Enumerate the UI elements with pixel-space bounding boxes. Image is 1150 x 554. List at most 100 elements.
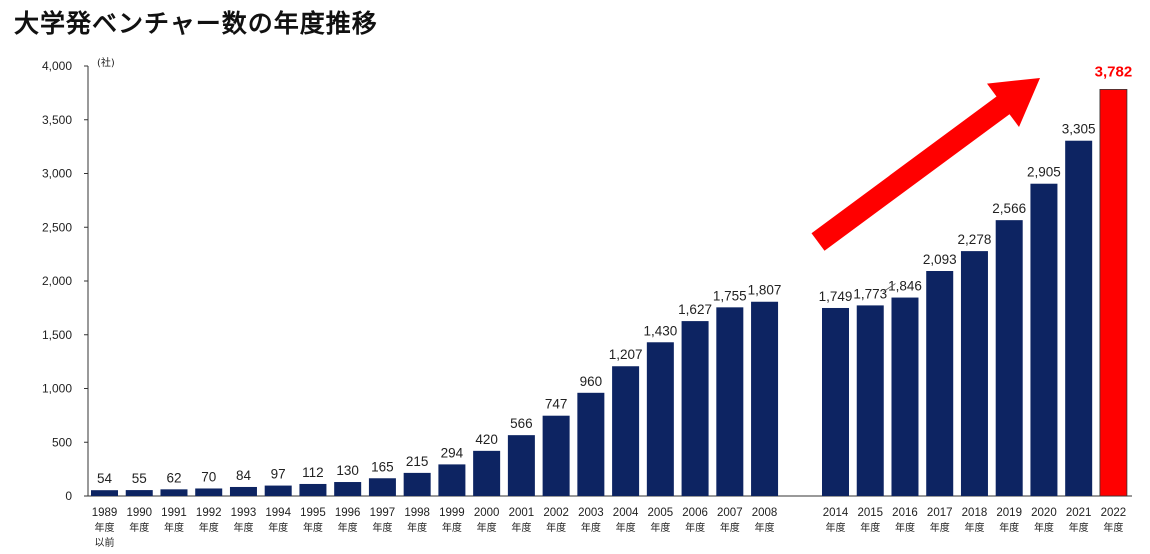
data-label: 1,430 <box>643 323 677 338</box>
x-category-suffix: 年度 <box>407 521 427 534</box>
x-category-suffix: 年度 <box>720 521 740 534</box>
x-category-label: 2006 <box>682 507 708 519</box>
x-category-suffix: 年度 <box>1034 521 1054 534</box>
y-unit-label: (社) <box>97 56 115 69</box>
x-category-label: 1993 <box>231 507 257 519</box>
bar <box>995 220 1023 496</box>
x-category-label: 1998 <box>404 507 430 519</box>
x-category-suffix: 年度 <box>895 521 915 534</box>
x-category-suffix: 年度 <box>233 521 253 534</box>
x-category-suffix: 年度 <box>546 521 566 534</box>
data-label: 960 <box>580 374 603 389</box>
y-tick-label: 2,000 <box>42 274 72 288</box>
chart-title: 大学発ベンチャー数の年度推移 <box>14 9 378 38</box>
x-category-suffix: 年度 <box>338 521 358 534</box>
x-category-suffix: 年度 <box>442 521 462 534</box>
data-label: 294 <box>441 445 464 460</box>
bar <box>891 297 919 496</box>
x-category-label: 2015 <box>857 507 883 519</box>
bar <box>856 305 884 496</box>
data-label: 2,905 <box>1027 165 1061 180</box>
data-label: 1,207 <box>609 347 643 362</box>
x-category-suffix: 年度 <box>164 521 184 534</box>
x-category-suffix: 年度 <box>511 521 531 534</box>
label-leader-line <box>883 283 896 292</box>
up-arrow-icon <box>811 78 1040 251</box>
x-category-suffix: 年度 <box>860 521 880 534</box>
y-tick-label: 1,500 <box>42 328 72 342</box>
x-category-label: 2005 <box>648 507 674 519</box>
bar <box>716 307 744 496</box>
data-label: 1,773 <box>853 286 887 301</box>
x-category-label: 2014 <box>823 507 849 519</box>
bar <box>960 251 988 496</box>
x-category-suffix: 年度 <box>999 521 1019 534</box>
x-category-suffix: 年度 <box>826 521 846 534</box>
data-label: 3,782 <box>1095 63 1133 80</box>
bar <box>473 450 501 496</box>
x-category-suffix: 年度 <box>372 521 392 534</box>
data-label: 1,846 <box>888 279 922 294</box>
data-label: 3,305 <box>1062 122 1096 137</box>
x-category-label: 2017 <box>927 507 953 519</box>
growth-arrow <box>811 78 1040 251</box>
bar <box>822 307 849 496</box>
data-label: 84 <box>236 468 252 483</box>
x-category-label: 2003 <box>578 507 604 519</box>
data-label: 54 <box>97 471 113 486</box>
data-label: 70 <box>201 469 216 484</box>
x-category-suffix: 年度 <box>95 521 115 534</box>
x-category-label: 2018 <box>962 507 988 519</box>
y-tick-label: 3,500 <box>42 113 72 127</box>
x-category-suffix: 年度 <box>129 521 149 534</box>
data-label: 566 <box>510 416 533 431</box>
bar <box>542 415 570 496</box>
x-category-label: 2016 <box>892 507 918 519</box>
data-label: 2,093 <box>923 252 957 267</box>
x-category-label: 2002 <box>543 507 569 519</box>
data-label: 2,278 <box>958 232 992 247</box>
x-category-label: 2008 <box>752 507 778 519</box>
data-label: 2,566 <box>992 201 1026 216</box>
bar <box>438 464 466 496</box>
x-category-label: 1994 <box>265 507 291 519</box>
bar <box>368 478 396 496</box>
bar <box>195 488 223 496</box>
x-category-suffix: 以前 <box>95 536 115 549</box>
x-category-label: 1999 <box>439 507 465 519</box>
x-category-suffix: 年度 <box>477 521 497 534</box>
x-category-label: 2001 <box>509 507 535 519</box>
data-label: 1,627 <box>678 302 712 317</box>
x-category-label: 2007 <box>717 507 743 519</box>
bar <box>577 392 605 496</box>
bar <box>507 435 535 496</box>
data-labels: 54 55 62 70 84 97 112 130 165 215 294 420 566 747 960 1… <box>97 63 1132 486</box>
x-category-suffix: 年度 <box>650 521 670 534</box>
x-category-label: 1990 <box>126 507 152 519</box>
x-category-label: 1992 <box>196 507 222 519</box>
x-category-label: 2022 <box>1101 507 1127 519</box>
x-category-suffix: 年度 <box>964 521 984 534</box>
x-category-label: 1989 <box>92 507 118 519</box>
bar <box>229 486 257 496</box>
bar <box>1030 183 1058 496</box>
x-category-label: 2021 <box>1066 507 1092 519</box>
bar <box>1099 89 1128 497</box>
data-label: 97 <box>271 467 286 482</box>
x-category-suffix: 年度 <box>199 521 219 534</box>
y-tick-label: 2,500 <box>42 220 72 234</box>
data-label: 1,755 <box>713 288 747 303</box>
x-category-label: 1995 <box>300 507 326 519</box>
x-category-suffix: 年度 <box>616 521 636 534</box>
x-category-suffix: 年度 <box>268 521 288 534</box>
x-category-suffix: 年度 <box>303 521 323 534</box>
x-category-suffix: 年度 <box>930 521 950 534</box>
data-label: 215 <box>406 454 429 469</box>
x-category-label: 1991 <box>161 507 187 519</box>
x-category-suffix: 年度 <box>581 521 601 534</box>
bar <box>125 490 153 496</box>
x-category-label: 2000 <box>474 507 500 519</box>
data-label: 55 <box>132 471 147 486</box>
